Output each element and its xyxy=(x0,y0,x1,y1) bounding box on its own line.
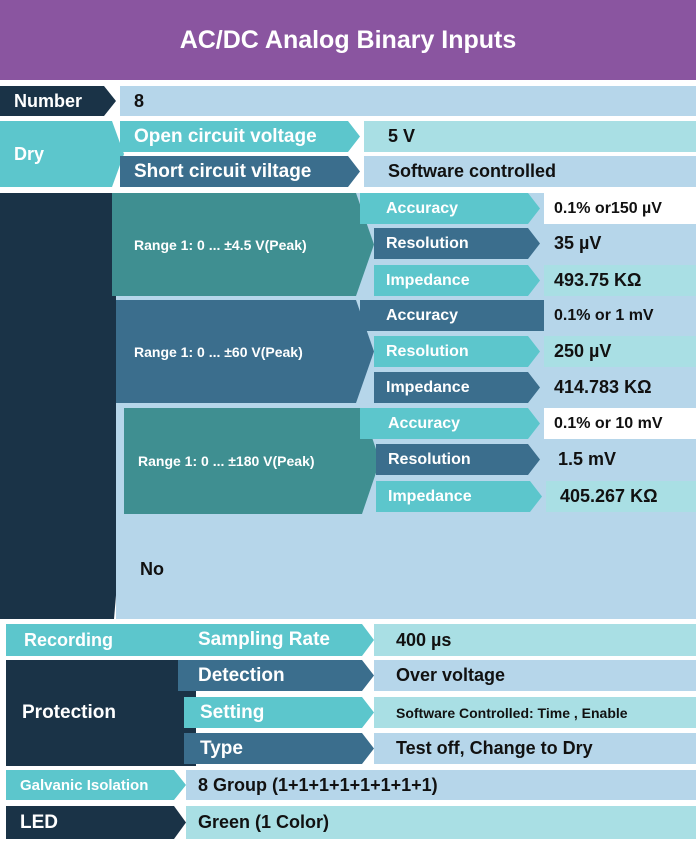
open-circuit-value: 5 V xyxy=(388,126,416,146)
range-3-accuracy-label-cell: Accuracy xyxy=(360,408,540,439)
page-title: AC/DC Analog Binary Inputs xyxy=(179,25,517,54)
led-value-cell: Green (1 Color) xyxy=(186,806,696,839)
range-2-impedance-label-cell: Impedance xyxy=(374,372,540,403)
range-1-resolution-label-cell: Resolution xyxy=(374,228,540,259)
range-1-impedance-label-cell: Impedance xyxy=(374,265,540,296)
range-2-resolution-value: 250 µV xyxy=(554,341,612,361)
range-2-impedance-label: Impedance xyxy=(386,378,470,396)
sampling-rate-value: 400 µs xyxy=(396,629,452,650)
range-3-impedance-label-cell: Impedance xyxy=(376,481,542,512)
range-1-impedance-label: Impedance xyxy=(386,271,470,289)
short-circuit-label-cell: Short circuit viltage xyxy=(120,156,360,187)
recording-label-cell: Recording xyxy=(6,624,192,656)
range-2-label-cell: Range 1: 0 ... ±60 V(Peak) xyxy=(116,300,374,403)
open-circuit-label: Open circuit voltage xyxy=(134,125,317,147)
led-label-cell: LED xyxy=(6,806,186,839)
short-circuit-label: Short circuit viltage xyxy=(134,160,312,182)
number-label: Number xyxy=(14,90,83,111)
detection-value: Over voltage xyxy=(396,665,506,685)
sampling-rate-value-cell: 400 µs xyxy=(374,624,696,656)
galvanic-value: 8 Group (1+1+1+1+1+1+1+1) xyxy=(198,774,438,795)
sampling-rate-label: Sampling Rate xyxy=(198,629,330,650)
galvanic-label: Galvanic Isolation xyxy=(20,776,149,794)
range-3-label-cell: Range 1: 0 ... ±180 V(Peak) xyxy=(124,408,380,514)
range-1-impedance-value-cell: 493.75 KΩ xyxy=(544,265,696,296)
number-label-cell: Number xyxy=(0,86,116,116)
setting-label-cell: Setting xyxy=(184,697,374,728)
range-1-accuracy-label: Accuracy xyxy=(386,199,459,217)
setting-value: Software Controlled: Time , Enable xyxy=(396,704,628,721)
range-2-resolution-label-cell: Resolution xyxy=(374,336,540,367)
range-2-label: Range 1: 0 ... ±60 V(Peak) xyxy=(134,343,303,360)
detection-value-cell: Over voltage xyxy=(374,660,696,691)
title-banner: AC/DC Analog Binary Inputs xyxy=(0,0,696,80)
dry-label-cell: Dry xyxy=(0,121,124,187)
range-2-accuracy-label-cell: Accuracy xyxy=(360,300,544,331)
protection-label-cell: Protection xyxy=(6,660,196,766)
type-label: Type xyxy=(200,737,243,759)
range-3-resolution-label-cell: Resolution xyxy=(376,444,540,475)
range-1-impedance-value: 493.75 KΩ xyxy=(554,270,642,290)
range-1-label-cell: Range 1: 0 ... ±4.5 V(Peak) xyxy=(112,193,374,296)
detection-label-cell: Detection xyxy=(178,660,374,691)
range-1-resolution-value-cell: 35 µV xyxy=(544,228,696,259)
range-3-accuracy-value-cell: 0.1% or 10 mV xyxy=(544,408,696,439)
galvanic-value-cell: 8 Group (1+1+1+1+1+1+1+1) xyxy=(186,770,696,800)
range-3-label: Range 1: 0 ... ±180 V(Peak) xyxy=(138,453,315,469)
range-3-impedance-value-cell: 405.267 KΩ xyxy=(546,481,696,512)
range-1-label: Range 1: 0 ... ±4.5 V(Peak) xyxy=(134,236,307,253)
range-1-resolution-value: 35 µV xyxy=(554,233,602,253)
number-value-cell: 8 xyxy=(120,86,696,116)
range-3-impedance-label: Impedance xyxy=(388,487,472,505)
range-2-accuracy-value-cell: 0.1% or 1 mV xyxy=(544,300,696,331)
range-2-impedance-value: 414.783 KΩ xyxy=(554,377,652,397)
range-2-accuracy-label: Accuracy xyxy=(386,306,459,324)
type-value-cell: Test off, Change to Dry xyxy=(374,733,696,764)
range-2-resolution-label: Resolution xyxy=(386,342,469,360)
range-2-resolution-value-cell: 250 µV xyxy=(544,336,696,367)
galvanic-label-cell: Galvanic Isolation xyxy=(6,770,186,800)
range-1-accuracy-label-cell: Accuracy xyxy=(360,193,540,224)
sampling-rate-label-cell: Sampling Rate xyxy=(178,624,374,656)
dry-label: Dry xyxy=(14,143,45,164)
led-value: Green (1 Color) xyxy=(198,812,330,832)
setting-value-cell: Software Controlled: Time , Enable xyxy=(374,697,696,728)
short-circuit-value-cell: Software controlled xyxy=(364,156,696,187)
range-2-impedance-value-cell: 414.783 KΩ xyxy=(544,372,696,403)
range-3-resolution-value: 1.5 mV xyxy=(558,449,617,469)
setting-label: Setting xyxy=(200,701,265,723)
open-circuit-value-cell: 5 V xyxy=(364,121,696,152)
no-value-cell: No xyxy=(124,520,696,619)
range-3-resolution-value-cell: 1.5 mV xyxy=(544,444,696,475)
protection-label: Protection xyxy=(22,702,116,723)
recording-label: Recording xyxy=(24,629,114,650)
range-2-accuracy-value: 0.1% or 1 mV xyxy=(554,306,654,324)
short-circuit-value: Software controlled xyxy=(388,161,557,181)
type-value: Test off, Change to Dry xyxy=(396,738,593,758)
range-3-resolution-label: Resolution xyxy=(388,450,471,468)
range-3-accuracy-value: 0.1% or 10 mV xyxy=(554,414,663,432)
range-1-resolution-label: Resolution xyxy=(386,234,469,252)
number-value: 8 xyxy=(134,90,145,111)
open-circuit-label-cell: Open circuit voltage xyxy=(120,121,360,152)
range-3-impedance-value: 405.267 KΩ xyxy=(560,486,658,506)
range-3-accuracy-label: Accuracy xyxy=(388,414,461,432)
detection-label: Detection xyxy=(198,664,285,686)
range-1-accuracy-value-cell: 0.1% or150 µV xyxy=(544,193,696,224)
led-label: LED xyxy=(20,811,58,833)
no-value: No xyxy=(140,559,164,579)
type-label-cell: Type xyxy=(184,733,374,764)
range-1-accuracy-value: 0.1% or150 µV xyxy=(554,199,662,217)
analog-block xyxy=(0,193,132,619)
